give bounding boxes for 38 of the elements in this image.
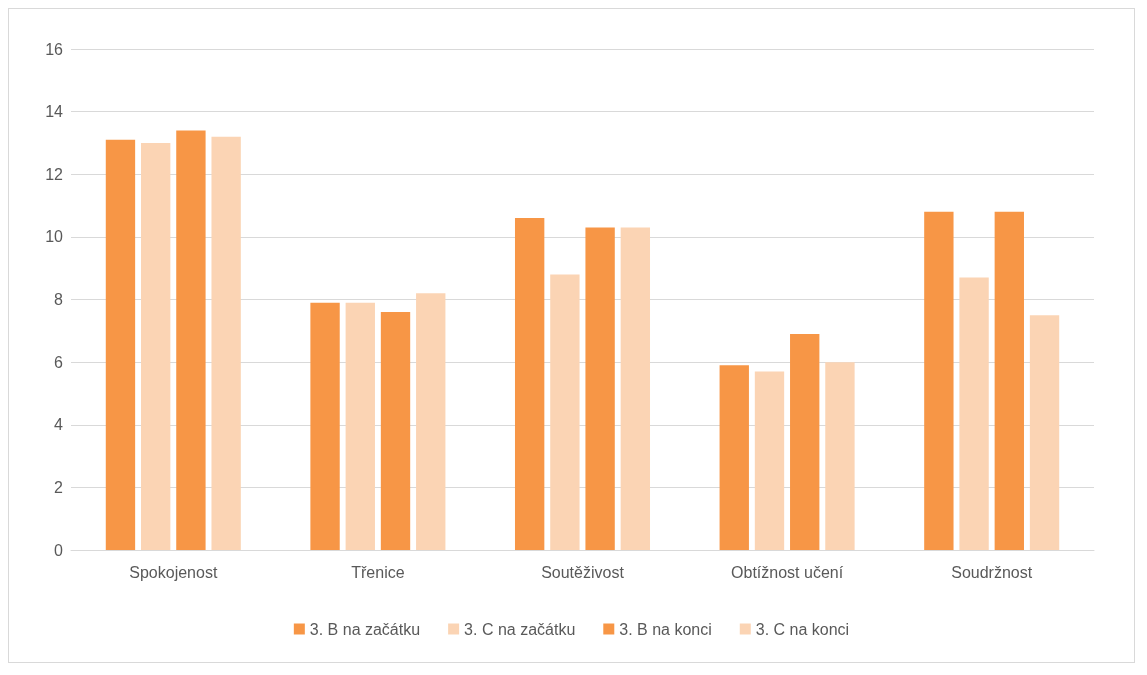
legend-label: 3. B na začátku	[309, 620, 421, 638]
y-tick-label: 8	[54, 291, 64, 308]
bar	[924, 211, 954, 550]
bar	[310, 302, 340, 550]
legend-label: 3. C na začátku	[464, 620, 576, 638]
bar	[176, 130, 206, 550]
y-tick-label: 10	[45, 228, 64, 246]
bar	[790, 333, 820, 550]
bar	[345, 302, 375, 550]
bar	[380, 312, 411, 550]
bar	[719, 365, 749, 550]
x-tick-label: Soudržnost	[951, 563, 1033, 581]
bar	[550, 274, 580, 550]
legend-label: 3. B na konci	[619, 620, 712, 638]
y-tick-label: 6	[54, 353, 64, 371]
bar	[211, 136, 241, 550]
y-tick-label: 2	[54, 478, 64, 496]
bar	[959, 277, 989, 550]
bar	[620, 227, 651, 550]
bar	[994, 211, 1024, 550]
bar	[416, 293, 446, 550]
x-tick-label: Třenice	[351, 563, 405, 581]
bar	[754, 371, 785, 550]
x-tick-label: Obtížnost učení	[731, 563, 844, 581]
bar	[514, 218, 545, 550]
legend-label: 3. C na konci	[755, 620, 850, 638]
y-tick-label: 14	[45, 103, 64, 121]
bar	[585, 227, 615, 550]
x-tick-label: Spokojenost	[129, 563, 218, 581]
x-tick-label: Soutěživost	[541, 563, 625, 581]
bar	[105, 139, 136, 550]
bar	[1029, 315, 1060, 550]
y-tick-label: 4	[54, 416, 64, 434]
bar	[141, 142, 171, 550]
bar	[825, 362, 855, 550]
y-tick-label: 0	[54, 541, 64, 559]
y-tick-label: 12	[45, 165, 64, 183]
y-tick-label: 16	[45, 40, 64, 58]
